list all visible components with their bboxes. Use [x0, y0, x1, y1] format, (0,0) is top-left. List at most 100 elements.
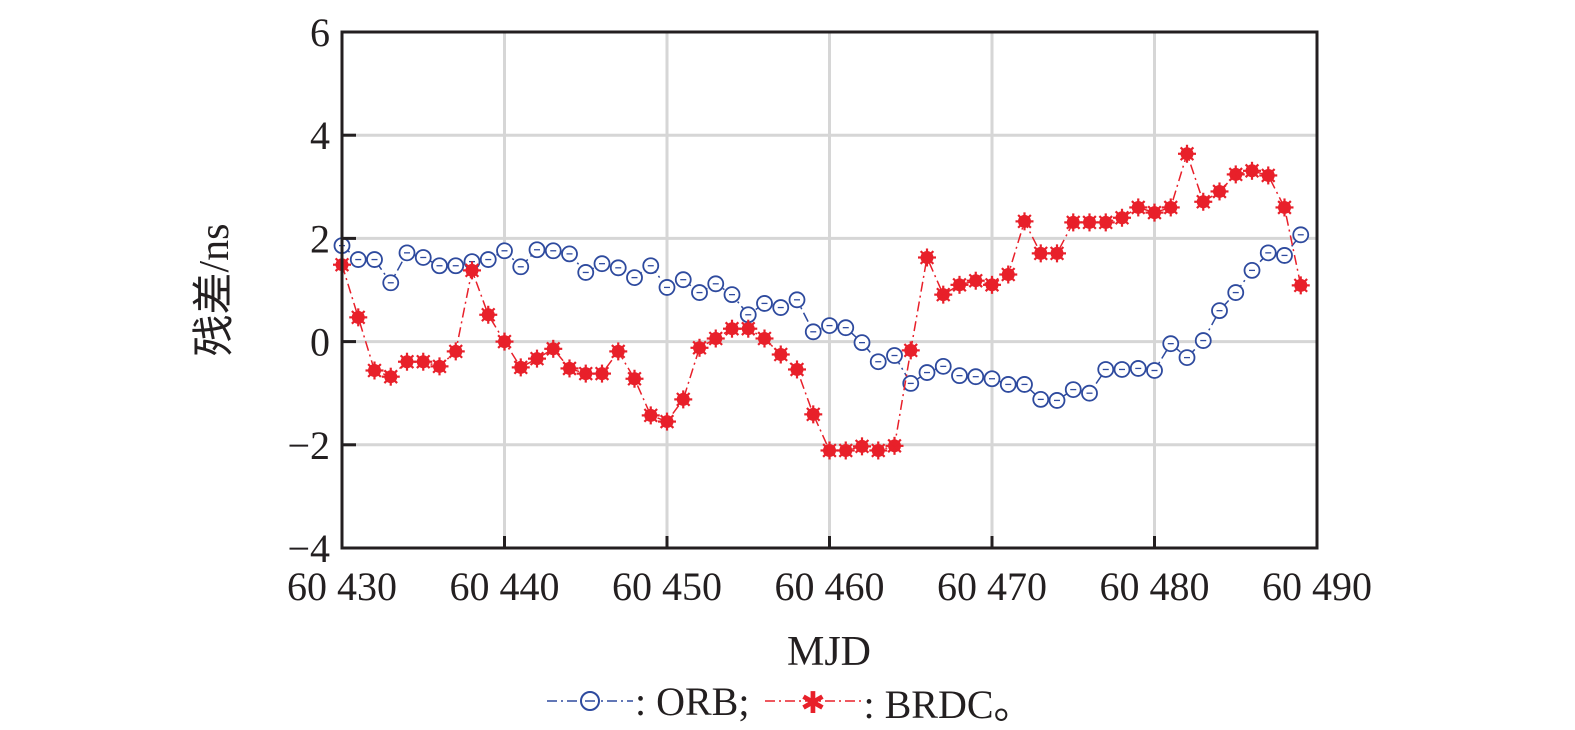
data-point-brdc: [1129, 198, 1148, 217]
data-point-brdc: [723, 319, 741, 338]
brdc-marker-ray: [617, 344, 626, 353]
data-point-orb: [1097, 361, 1115, 378]
data-point-orb: [1016, 376, 1033, 393]
legend-orb-label: : ORB;: [635, 678, 750, 724]
brdc-marker-ray: [747, 321, 756, 330]
data-point-orb: [1113, 361, 1131, 378]
data-point-brdc: [836, 441, 855, 460]
data-point-brdc: [349, 308, 368, 327]
data-point-orb: [593, 255, 611, 273]
data-point-brdc: [1178, 144, 1196, 163]
data-point-orb: [869, 353, 887, 371]
brdc-marker-ray: [1218, 184, 1227, 193]
data-point-orb: [496, 242, 513, 260]
data-point-brdc: [1113, 208, 1131, 227]
legend: : ORB; ✱ : BRDC。: [545, 672, 1034, 730]
data-point-brdc: [983, 275, 1001, 294]
x-tick-label: 60 450: [612, 564, 722, 609]
data-point-orb: [837, 319, 855, 337]
data-point-orb: [1032, 390, 1050, 408]
data-point-brdc: [544, 339, 563, 358]
data-point-orb: [853, 334, 871, 352]
x-tick-label: 60 460: [775, 564, 885, 609]
brdc-marker-ray: [1056, 246, 1065, 255]
y-axis-label: 残差/ns: [192, 223, 238, 356]
data-point-orb: [674, 271, 692, 289]
data-point-brdc: [1064, 213, 1083, 232]
data-point-orb: [1194, 332, 1212, 349]
data-point-brdc: [950, 275, 969, 294]
data-point-brdc: [674, 390, 693, 409]
data-point-orb: [1162, 335, 1180, 353]
data-point-brdc: [1243, 161, 1261, 180]
data-point-brdc: [1080, 213, 1099, 232]
data-point-brdc: [901, 341, 920, 360]
brdc-marker-ray: [796, 362, 805, 371]
data-point-brdc: [430, 357, 449, 376]
brdc-marker-ray: [438, 359, 447, 368]
data-point-brdc: [788, 360, 806, 379]
brdc-marker-ray: [1104, 215, 1113, 224]
x-tick-label: 60 480: [1100, 564, 1210, 609]
data-point-brdc: [934, 285, 953, 304]
brdc-marker-ray: [909, 343, 918, 352]
y-tick-label: 6: [310, 10, 330, 55]
data-point-brdc: [999, 265, 1018, 284]
series-orb: [333, 226, 1310, 409]
data-point-orb: [349, 251, 367, 268]
data-point-orb: [642, 257, 660, 275]
brdc-marker-ray: [1169, 200, 1178, 209]
data-point-orb: [1276, 247, 1293, 264]
brdc-marker-ray: [991, 277, 1000, 286]
data-point-brdc: [398, 352, 416, 371]
y-tick-label: −2: [287, 423, 330, 468]
data-point-brdc: [414, 352, 433, 371]
brdc-marker-ray: [763, 331, 772, 340]
y-tick-label: 4: [310, 113, 330, 158]
brdc-marker-ray: [958, 277, 967, 286]
data-point-brdc: [820, 441, 839, 460]
data-point-brdc: [1031, 244, 1050, 263]
data-point-brdc: [1226, 165, 1245, 184]
data-point-brdc: [479, 305, 498, 324]
series-brdc: [333, 144, 1310, 460]
data-point-orb: [561, 245, 578, 263]
data-point-orb: [544, 242, 562, 260]
data-point-orb: [1259, 244, 1277, 262]
y-tick-label: 0: [310, 320, 330, 365]
data-point-brdc: [495, 332, 514, 351]
y-tick-label: −4: [287, 526, 330, 571]
data-point-orb: [707, 275, 725, 293]
data-point-orb: [479, 251, 497, 268]
data-point-orb: [1292, 226, 1310, 244]
brdc-marker-ray: [828, 443, 837, 452]
brdc-marker-ray: [1121, 210, 1130, 219]
data-point-orb: [821, 317, 838, 335]
data-point-orb: [951, 367, 968, 385]
brdc-marker-ray: [487, 307, 496, 316]
brdc-marker-ray: [698, 340, 707, 349]
brdc-marker-ray: [1039, 246, 1048, 255]
legend-brdc-label: : BRDC。: [863, 682, 1034, 727]
brdc-marker-ray: [1251, 163, 1260, 172]
data-point-orb: [398, 244, 416, 262]
brdc-marker-ray: [779, 347, 788, 356]
brdc-marker-ray: [406, 354, 415, 363]
data-point-brdc: [885, 436, 904, 455]
data-point-orb: [983, 370, 1001, 388]
data-point-brdc: [1048, 244, 1066, 263]
data-point-orb: [1129, 360, 1147, 377]
brdc-marker-ray: [1234, 167, 1243, 176]
brdc-marker-ray: [926, 250, 935, 259]
grid: [340, 30, 1319, 550]
data-point-orb: [902, 374, 920, 392]
brdc-marker-ray: [373, 363, 382, 372]
data-point-brdc: [593, 364, 611, 383]
legend-orb-marker: [547, 691, 633, 711]
brdc-marker-ray: [503, 334, 512, 343]
brdc-marker-ray: [714, 331, 723, 340]
x-axis-label: MJD: [787, 629, 871, 675]
brdc-marker-ray: [1299, 278, 1308, 287]
x-tick-label: 60 470: [937, 564, 1047, 609]
data-point-orb: [999, 376, 1017, 393]
